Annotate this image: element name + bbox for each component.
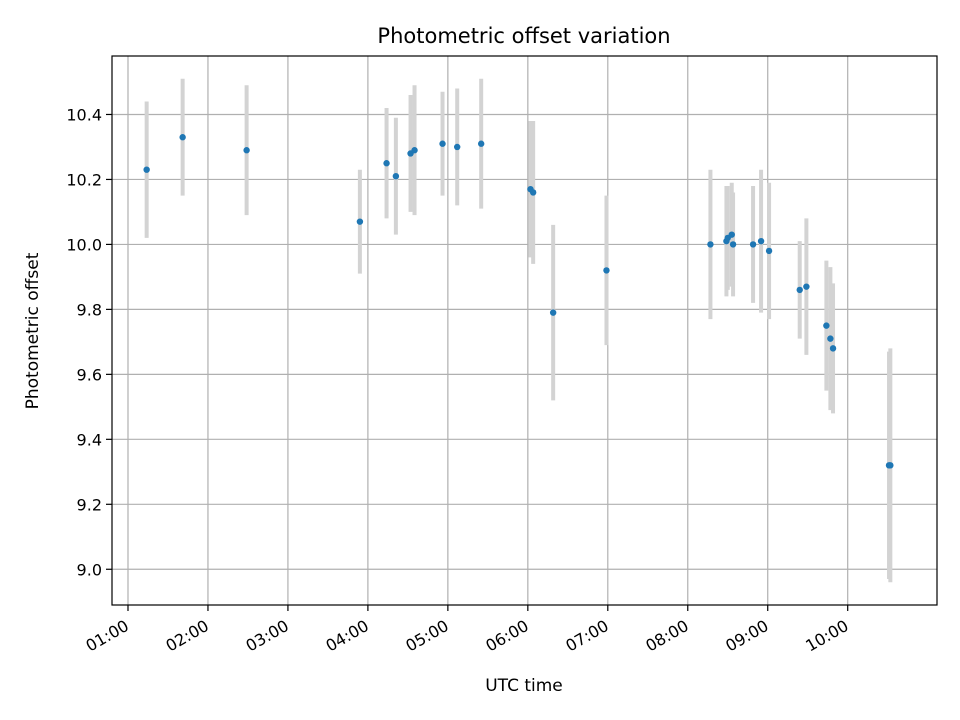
data-point — [549, 309, 557, 316]
data-points — [143, 134, 894, 469]
data-point — [383, 160, 390, 167]
data-point — [356, 218, 364, 225]
data-point — [411, 147, 418, 154]
data-point — [439, 140, 446, 147]
data-point — [707, 241, 714, 248]
data-point — [765, 247, 773, 255]
plot-area-frame — [111, 55, 938, 606]
y-tick-label: 10.4 — [66, 105, 102, 124]
data-point — [603, 267, 610, 274]
y-axis-label: Photometric offset — [23, 252, 43, 409]
data-point — [392, 172, 400, 180]
data-point — [729, 241, 737, 248]
data-point — [453, 143, 461, 151]
y-tick-label: 10.2 — [66, 170, 102, 189]
y-tick-label: 10.0 — [66, 235, 102, 254]
y-tick-label: 9.4 — [77, 430, 102, 449]
data-point — [143, 166, 150, 173]
data-point — [887, 462, 894, 469]
data-point — [803, 283, 810, 290]
data-point — [823, 322, 830, 329]
grid-lines — [112, 56, 937, 605]
y-tick-label: 9.0 — [77, 560, 102, 579]
y-tick-label: 9.8 — [77, 300, 102, 319]
y-tick-label: 9.2 — [77, 495, 102, 514]
data-point — [477, 140, 485, 147]
x-axis-label: UTC time — [485, 676, 563, 696]
chart-title: Photometric offset variation — [377, 24, 670, 48]
y-tick-label: 9.6 — [77, 365, 102, 384]
data-point — [827, 335, 834, 342]
data-point — [243, 147, 250, 154]
data-point — [829, 345, 837, 352]
y-axis-ticks: 9.0 9.2 9.4 9.6 9.8 10.0 10.2 10.4 — [66, 105, 112, 579]
data-point — [757, 237, 765, 245]
data-point — [179, 134, 186, 141]
data-point — [749, 241, 757, 248]
data-point — [796, 286, 803, 294]
data-point — [728, 231, 735, 238]
data-point — [529, 189, 537, 196]
